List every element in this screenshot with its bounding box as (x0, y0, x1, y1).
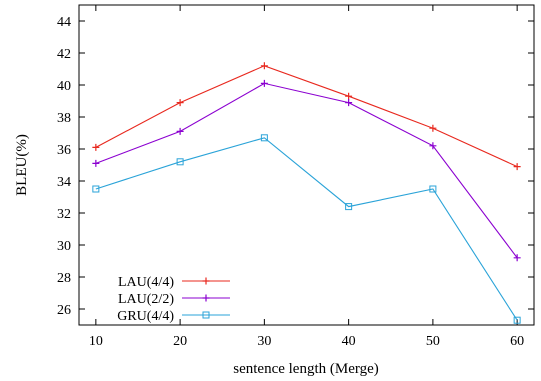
y-tick-label: 28 (57, 271, 71, 286)
x-axis-label: sentence length (Merge) (233, 361, 379, 377)
y-tick-label: 36 (57, 143, 71, 158)
y-tick-label: 30 (57, 239, 71, 254)
legend-item: GRU(4/4) (117, 309, 230, 324)
legend-marker (202, 294, 210, 302)
data-point (260, 134, 268, 142)
x-tick-label: 40 (342, 334, 356, 349)
y-tick-label: 38 (57, 111, 71, 126)
series-3 (92, 134, 521, 324)
x-tick-label: 30 (257, 334, 271, 349)
legend-label: LAU(2/2) (118, 292, 174, 307)
data-point (92, 185, 100, 193)
series-layer (92, 62, 521, 324)
data-point (176, 99, 184, 107)
data-point (513, 254, 521, 262)
data-point (429, 142, 437, 150)
data-point (92, 143, 100, 151)
y-axis-label: BLEU(%) (14, 134, 30, 196)
legend-item: LAU(2/2) (118, 292, 230, 307)
y-tick-label: 32 (57, 207, 71, 222)
plot-frame (78, 4, 535, 326)
data-point (345, 92, 353, 100)
data-point (260, 62, 268, 70)
legend-label: GRU(4/4) (117, 309, 174, 324)
legend-marker (202, 311, 210, 319)
axis-ticks: 10 20 30 40 50 60 26 28 30 32 34 36 38 40 42 44 (57, 5, 534, 349)
legend: LAU(4/4) LAU(2/2) GRU(4/4) (117, 275, 230, 324)
data-point (92, 159, 100, 167)
legend-marker (202, 277, 210, 285)
data-point (345, 203, 353, 211)
series-1 (92, 62, 521, 171)
x-tick-label: 10 (89, 334, 103, 349)
series-line (95, 65, 518, 168)
x-tick-label: 20 (173, 334, 187, 349)
data-point (260, 79, 268, 87)
x-tick-label: 60 (510, 334, 524, 349)
data-point (345, 99, 353, 107)
data-point (176, 127, 184, 135)
legend-item: LAU(4/4) (118, 275, 230, 290)
legend-label: LAU(4/4) (118, 275, 174, 290)
data-point (513, 316, 521, 324)
series-line (95, 137, 518, 321)
y-tick-label: 34 (57, 175, 71, 190)
x-tick-label: 50 (426, 334, 440, 349)
y-tick-label: 42 (57, 47, 71, 62)
y-tick-label: 26 (57, 303, 71, 318)
y-tick-label: 44 (57, 15, 71, 30)
y-tick-label: 40 (57, 79, 71, 94)
data-point (176, 158, 184, 166)
series-2 (92, 79, 521, 262)
series-line (95, 82, 518, 259)
data-point (513, 163, 521, 171)
data-point (429, 185, 437, 193)
data-point (429, 124, 437, 132)
